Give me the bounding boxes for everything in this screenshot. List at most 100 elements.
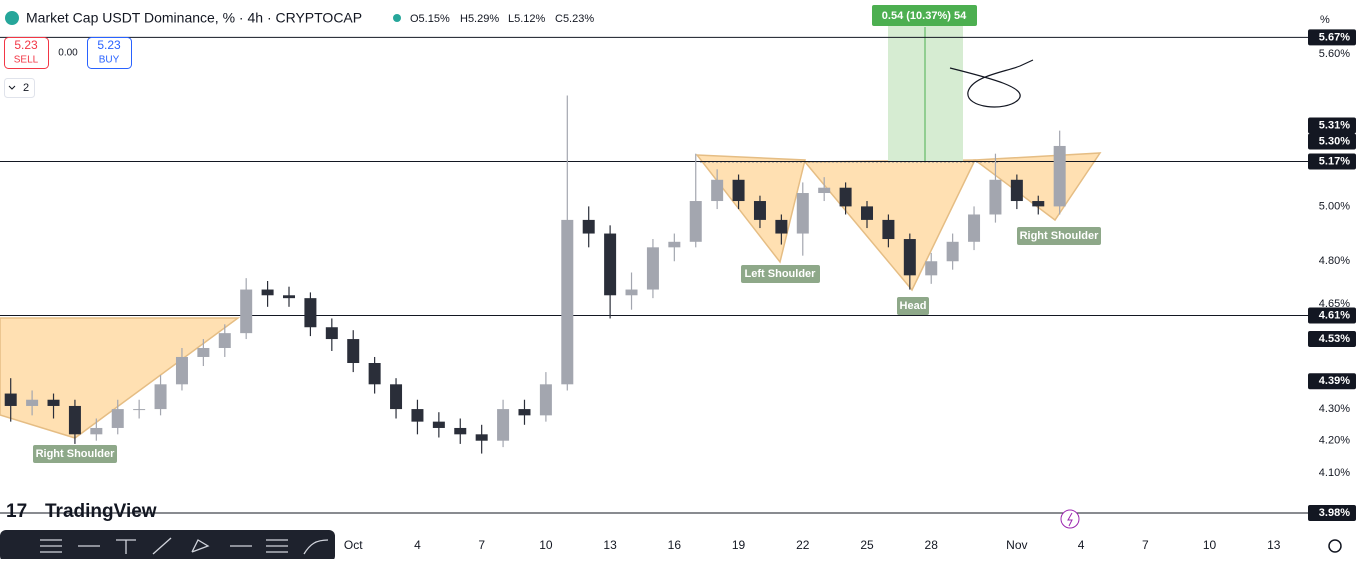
x-tick-label: 7 xyxy=(1142,538,1149,552)
candle-body xyxy=(668,241,681,248)
tool[interactable] xyxy=(191,539,210,553)
scale-mode: % xyxy=(1320,14,1330,26)
sell-label: SELL xyxy=(14,55,39,66)
candle-body xyxy=(347,339,360,364)
alert-icon[interactable] xyxy=(1060,509,1080,529)
price-axis xyxy=(1308,0,1359,559)
price-tag-bg xyxy=(1308,331,1356,348)
x-tick-label: 10 xyxy=(1203,538,1217,552)
candle-body xyxy=(68,405,81,435)
candle-body xyxy=(753,201,766,220)
price-tag: 4.39% xyxy=(1319,375,1350,387)
candle-body xyxy=(197,347,210,357)
price-tag: 5.31% xyxy=(1319,119,1350,131)
price-tag-bg xyxy=(1308,373,1356,390)
candle-body xyxy=(390,384,403,410)
candle-body xyxy=(4,393,17,406)
spread: 0.00 xyxy=(58,48,78,59)
measure-label-bg xyxy=(872,5,977,26)
annotation-bg xyxy=(1017,227,1101,245)
candle-body xyxy=(240,289,253,334)
candle-body xyxy=(411,409,424,422)
sell-button[interactable] xyxy=(4,37,49,69)
candle-body xyxy=(133,409,146,411)
candle-body xyxy=(604,233,617,296)
candle-body xyxy=(946,241,959,262)
price-tag: 5.67% xyxy=(1319,31,1350,43)
candle-body xyxy=(925,261,938,276)
x-tick-label: 10 xyxy=(539,538,553,552)
ohlc-close: C5.23% xyxy=(555,13,594,25)
price-tag: 4.53% xyxy=(1319,333,1350,345)
tool[interactable] xyxy=(266,539,288,553)
toolbar-icons xyxy=(40,537,329,555)
candle-body xyxy=(539,384,552,416)
candle-body xyxy=(368,363,381,385)
candle-body xyxy=(475,434,488,441)
indicators-count: 2 xyxy=(23,82,29,94)
annotation: Left Shoulder xyxy=(745,268,817,280)
x-tick-label: 4 xyxy=(414,538,421,552)
symbol-title[interactable]: Market Cap USDT Dominance, % · 4h · CRYP… xyxy=(26,10,362,26)
candle-body xyxy=(839,187,852,207)
candle-body xyxy=(283,295,296,299)
annotation: Right Shoulder xyxy=(1020,230,1100,242)
candle-body xyxy=(497,409,510,441)
price-tag: 5.17% xyxy=(1319,155,1350,167)
price-tag: 4.61% xyxy=(1319,309,1350,321)
x-tick-label: 13 xyxy=(1267,538,1281,552)
y-tick-label: 4.10% xyxy=(1319,467,1350,479)
ohlc-high: H5.29% xyxy=(460,13,499,25)
buy-label: BUY xyxy=(99,55,120,66)
buy-button[interactable] xyxy=(87,37,132,69)
tool[interactable] xyxy=(116,539,136,554)
brand: TradingView xyxy=(45,501,157,522)
x-tick-label: 16 xyxy=(668,538,682,552)
brand-icon: 17 xyxy=(6,501,27,522)
y-tick-label: 5.00% xyxy=(1319,200,1350,212)
buy-price: 5.23 xyxy=(97,38,121,52)
x-tick-label: 22 xyxy=(796,538,810,552)
candle-body xyxy=(989,179,1002,215)
annotation-bg xyxy=(33,445,117,463)
toolbar xyxy=(0,530,335,562)
candle-body xyxy=(775,219,788,234)
candle-body xyxy=(689,201,702,242)
x-tick-label: 13 xyxy=(603,538,617,552)
settings-icon[interactable] xyxy=(1328,539,1342,553)
tool[interactable] xyxy=(152,537,172,555)
candle-body xyxy=(796,193,809,234)
candle-body xyxy=(454,427,467,435)
candle-body xyxy=(304,298,317,328)
price-tag-bg xyxy=(1308,133,1356,150)
candle-body xyxy=(1032,201,1045,207)
candle-body xyxy=(261,289,274,296)
y-tick-label: 4.30% xyxy=(1319,403,1350,415)
indicators-toggle[interactable] xyxy=(4,78,35,98)
y-tick-label: 4.80% xyxy=(1319,255,1350,267)
candle-body xyxy=(818,187,831,194)
candle-body xyxy=(218,333,231,348)
x-tick-label: 4 xyxy=(1078,538,1085,552)
candle-body xyxy=(325,327,338,340)
candle-body xyxy=(646,247,659,290)
candle-body xyxy=(968,214,981,242)
candle-body xyxy=(711,179,724,202)
ohlc-open: O5.15% xyxy=(410,13,450,25)
ohlc-low: L5.12% xyxy=(508,13,546,25)
x-tick-label: 7 xyxy=(478,538,485,552)
alert-bolt xyxy=(1067,512,1073,527)
sell-price: 5.23 xyxy=(14,38,38,52)
candle-body xyxy=(111,409,124,428)
candle-body xyxy=(1010,179,1023,202)
candle-body xyxy=(561,219,574,385)
candle-body xyxy=(175,356,188,385)
candle-body xyxy=(90,427,103,435)
x-tick-label: 28 xyxy=(925,538,939,552)
tool[interactable] xyxy=(303,539,329,555)
tool[interactable] xyxy=(40,539,62,553)
pattern-triangle xyxy=(695,154,806,264)
symbol-icon xyxy=(5,11,19,25)
candle-body xyxy=(861,206,874,220)
